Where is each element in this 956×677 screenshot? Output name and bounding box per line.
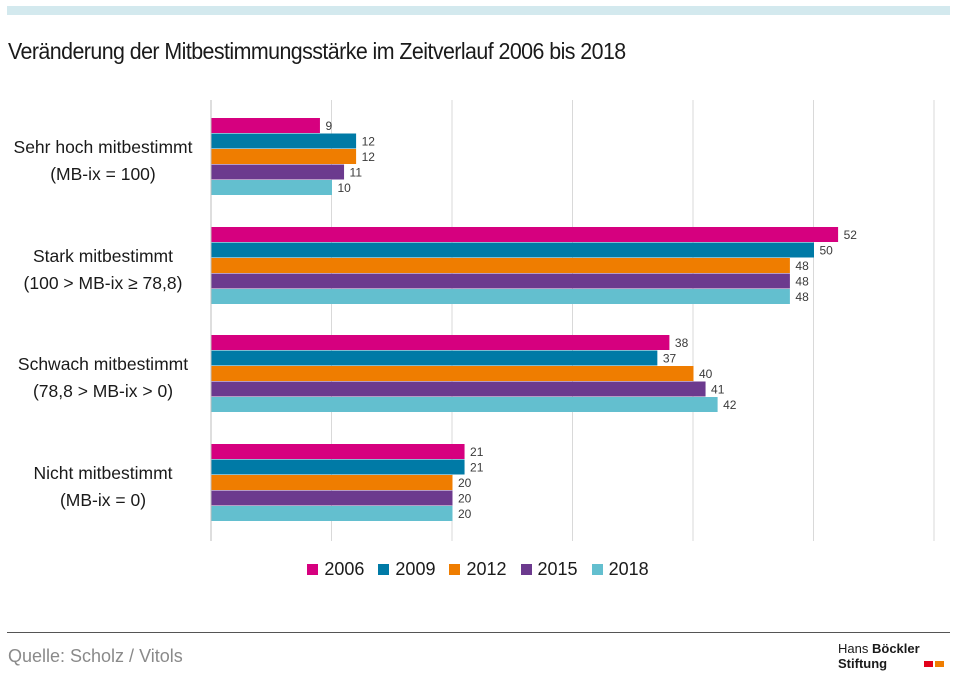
data-label: 48 [795, 259, 809, 273]
data-label: 48 [795, 274, 809, 288]
data-label: 41 [711, 382, 725, 396]
bar-2015 [211, 273, 790, 289]
data-label: 10 [338, 181, 352, 195]
bar-2009 [211, 350, 658, 366]
category-label: (MB-ix = 0) [60, 490, 146, 510]
category-label: Sehr hoch mitbestimmt [14, 137, 193, 157]
bar-2012 [211, 258, 790, 273]
legend-item-2012: 2012 [449, 559, 507, 580]
legend-swatch [378, 564, 390, 575]
legend-label: 2009 [395, 559, 436, 579]
legend-item-2015: 2015 [520, 559, 578, 580]
bar-2006 [211, 335, 670, 350]
bar-2009 [211, 459, 465, 475]
data-label: 20 [458, 476, 472, 490]
bar-2018 [211, 180, 332, 195]
data-label: 42 [723, 398, 737, 412]
logo-text-hans: Hans [838, 641, 869, 656]
legend-label: 2006 [324, 559, 365, 579]
data-label: 21 [470, 460, 484, 474]
category-label: Nicht mitbestimmt [33, 463, 172, 483]
bar-2012 [211, 475, 453, 490]
legend-swatch [591, 564, 603, 575]
data-label: 37 [663, 351, 677, 365]
data-label: 52 [844, 228, 858, 242]
bar-2009 [211, 133, 357, 149]
legend-item-2018: 2018 [591, 559, 649, 580]
bar-2015 [211, 381, 706, 397]
legend: 2006 2009 2012 2015 2018 [0, 559, 956, 580]
data-label: 38 [675, 336, 689, 350]
data-label: 40 [699, 367, 713, 381]
data-label: 12 [362, 150, 376, 164]
data-label: 21 [470, 445, 484, 459]
bar-2009 [211, 242, 814, 258]
footer-divider [7, 632, 950, 633]
bar-2012 [211, 366, 694, 381]
bar-2006 [211, 444, 465, 459]
bar-2006 [211, 227, 839, 242]
bar-2015 [211, 164, 345, 180]
bar-2018 [211, 289, 790, 304]
data-label: 50 [820, 243, 834, 257]
category-label: Schwach mitbestimmt [18, 354, 188, 374]
legend-label: 2018 [608, 559, 649, 579]
bar-chart: Sehr hoch mitbestimmt (MB-ix = 100) Stark … [14, 100, 935, 541]
bar-2015 [211, 490, 453, 506]
data-label: 11 [350, 165, 363, 179]
logo-text-boeckler: Böckler [871, 641, 920, 656]
bar-2018 [211, 397, 718, 412]
data-label: 48 [795, 290, 809, 304]
source-note: Quelle: Scholz / Vitols [8, 646, 183, 666]
top-accent-bar [7, 6, 950, 15]
bar-2018 [211, 506, 453, 521]
category-label: (MB-ix = 100) [50, 164, 156, 184]
chart-title: Veränderung der Mitbestimmungsstärke im … [8, 38, 626, 64]
logo-red-square-icon [924, 661, 933, 667]
legend-item-2006: 2006 [307, 559, 364, 580]
category-label: Stark mitbestimmt [33, 246, 173, 266]
data-label: 20 [458, 491, 472, 505]
category-label: (78,8 > MB-ix > 0) [33, 381, 173, 401]
legend-swatch [449, 564, 461, 575]
data-label: 12 [362, 134, 376, 148]
legend-swatch [307, 564, 319, 575]
bar-2012 [211, 149, 357, 164]
bar-2006 [211, 118, 320, 133]
hans-boeckler-logo: Hans Böckler Stiftung [838, 641, 950, 671]
category-label: (100 > MB-ix ≥ 78,8) [24, 273, 183, 293]
logo-text-stiftung: Stiftung [838, 656, 888, 671]
logo-text-line1: Hans Böckler [838, 641, 920, 656]
legend-label: 2012 [466, 559, 507, 579]
legend-item-2009: 2009 [378, 559, 435, 580]
data-label: 9 [325, 119, 332, 133]
legend-label: 2015 [537, 559, 578, 579]
legend-swatch [520, 564, 532, 575]
logo-orange-square-icon [935, 661, 944, 667]
data-label: 20 [458, 507, 472, 521]
